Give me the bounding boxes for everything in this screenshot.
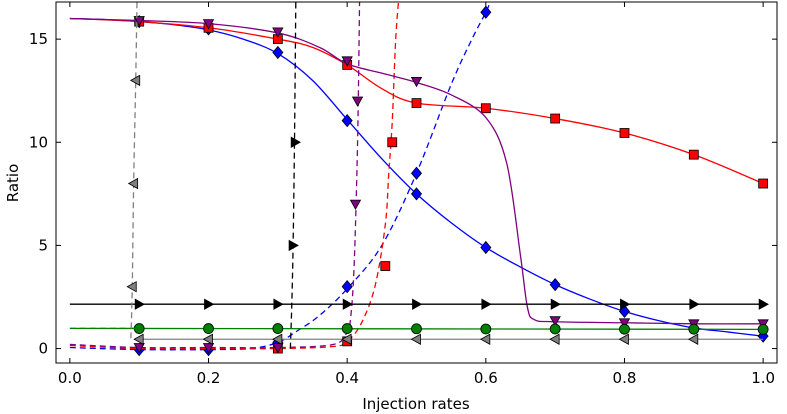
series-11: [126, 2, 141, 339]
data-point: [387, 137, 398, 148]
series-4: [69, 16, 769, 330]
data-point: [550, 113, 561, 124]
data-point: [127, 177, 139, 190]
data-point: [341, 333, 352, 345]
data-point: [272, 45, 284, 60]
data-point: [412, 298, 423, 310]
data-point: [129, 74, 141, 87]
data-point: [380, 261, 391, 271]
data-point: [133, 16, 145, 27]
y-tick-label: 5: [38, 236, 48, 254]
data-point: [341, 280, 353, 294]
data-point: [202, 343, 215, 354]
data-point: [689, 298, 700, 310]
data-point: [758, 298, 769, 310]
data-point: [133, 343, 145, 354]
series-line: [289, 2, 297, 349]
y-axis-label: Ratio: [4, 164, 22, 203]
data-point: [549, 316, 561, 327]
data-point: [272, 323, 284, 334]
data-point: [272, 27, 284, 38]
series-line: [69, 2, 400, 350]
data-point: [273, 298, 284, 310]
data-point: [341, 113, 353, 128]
data-point: [757, 323, 769, 335]
data-point: [133, 333, 144, 345]
plot-frame: [55, 1, 778, 364]
x-tick-label: 0.0: [58, 369, 82, 387]
data-point: [549, 277, 561, 292]
ticks-layer: 0.0 0.2 0.4 0.6 0.8 1.0 0 5 10 15: [29, 2, 777, 387]
data-point: [410, 77, 423, 88]
x-tick-label: 0.2: [197, 369, 221, 387]
data-point: [480, 5, 492, 19]
data-point: [618, 333, 629, 345]
data-point: [202, 19, 215, 30]
data-point: [351, 96, 364, 107]
data-point: [688, 149, 699, 160]
series-line: [69, 17, 764, 325]
data-point: [481, 298, 492, 310]
data-point: [349, 199, 362, 210]
series-7: [288, 2, 302, 349]
data-point: [619, 323, 630, 335]
data-point: [480, 323, 492, 335]
data-point: [342, 298, 353, 310]
data-point: [341, 56, 353, 67]
series-8: [69, 323, 769, 335]
x-axis-label: Injection rates: [362, 395, 470, 413]
series-6: [69, 298, 769, 310]
data-point: [411, 98, 422, 108]
data-point: [687, 333, 699, 345]
data-point: [620, 298, 631, 310]
data-point: [410, 166, 423, 180]
data-point: [204, 298, 215, 310]
x-tick-label: 0.6: [474, 369, 498, 387]
data-point: [410, 333, 421, 345]
y-tick-label: 0: [38, 340, 48, 358]
data-point: [549, 323, 561, 335]
x-tick-label: 1.0: [751, 369, 775, 387]
data-point: [203, 323, 214, 334]
data-point: [480, 103, 491, 114]
data-point: [126, 280, 137, 293]
data-point: [758, 178, 769, 189]
data-point: [411, 323, 422, 335]
data-point: [272, 333, 283, 345]
data-point: [550, 298, 561, 310]
series-10: [133, 333, 764, 345]
data-point: [619, 128, 630, 138]
y-tick-label: 15: [29, 30, 48, 48]
series-layer: [69, 2, 769, 357]
data-point: [618, 318, 631, 329]
x-tick-label: 0.8: [613, 369, 637, 387]
data-point: [290, 136, 302, 148]
data-point: [410, 187, 423, 201]
data-point: [202, 333, 213, 345]
data-point: [288, 239, 299, 252]
data-point: [549, 333, 560, 345]
data-point: [134, 298, 146, 310]
data-point: [480, 240, 492, 255]
data-point: [480, 333, 491, 345]
data-point: [688, 323, 700, 335]
data-point: [341, 323, 353, 334]
y-tick-label: 10: [29, 133, 48, 151]
data-point: [272, 343, 284, 354]
x-tick-label: 0.4: [335, 369, 359, 387]
